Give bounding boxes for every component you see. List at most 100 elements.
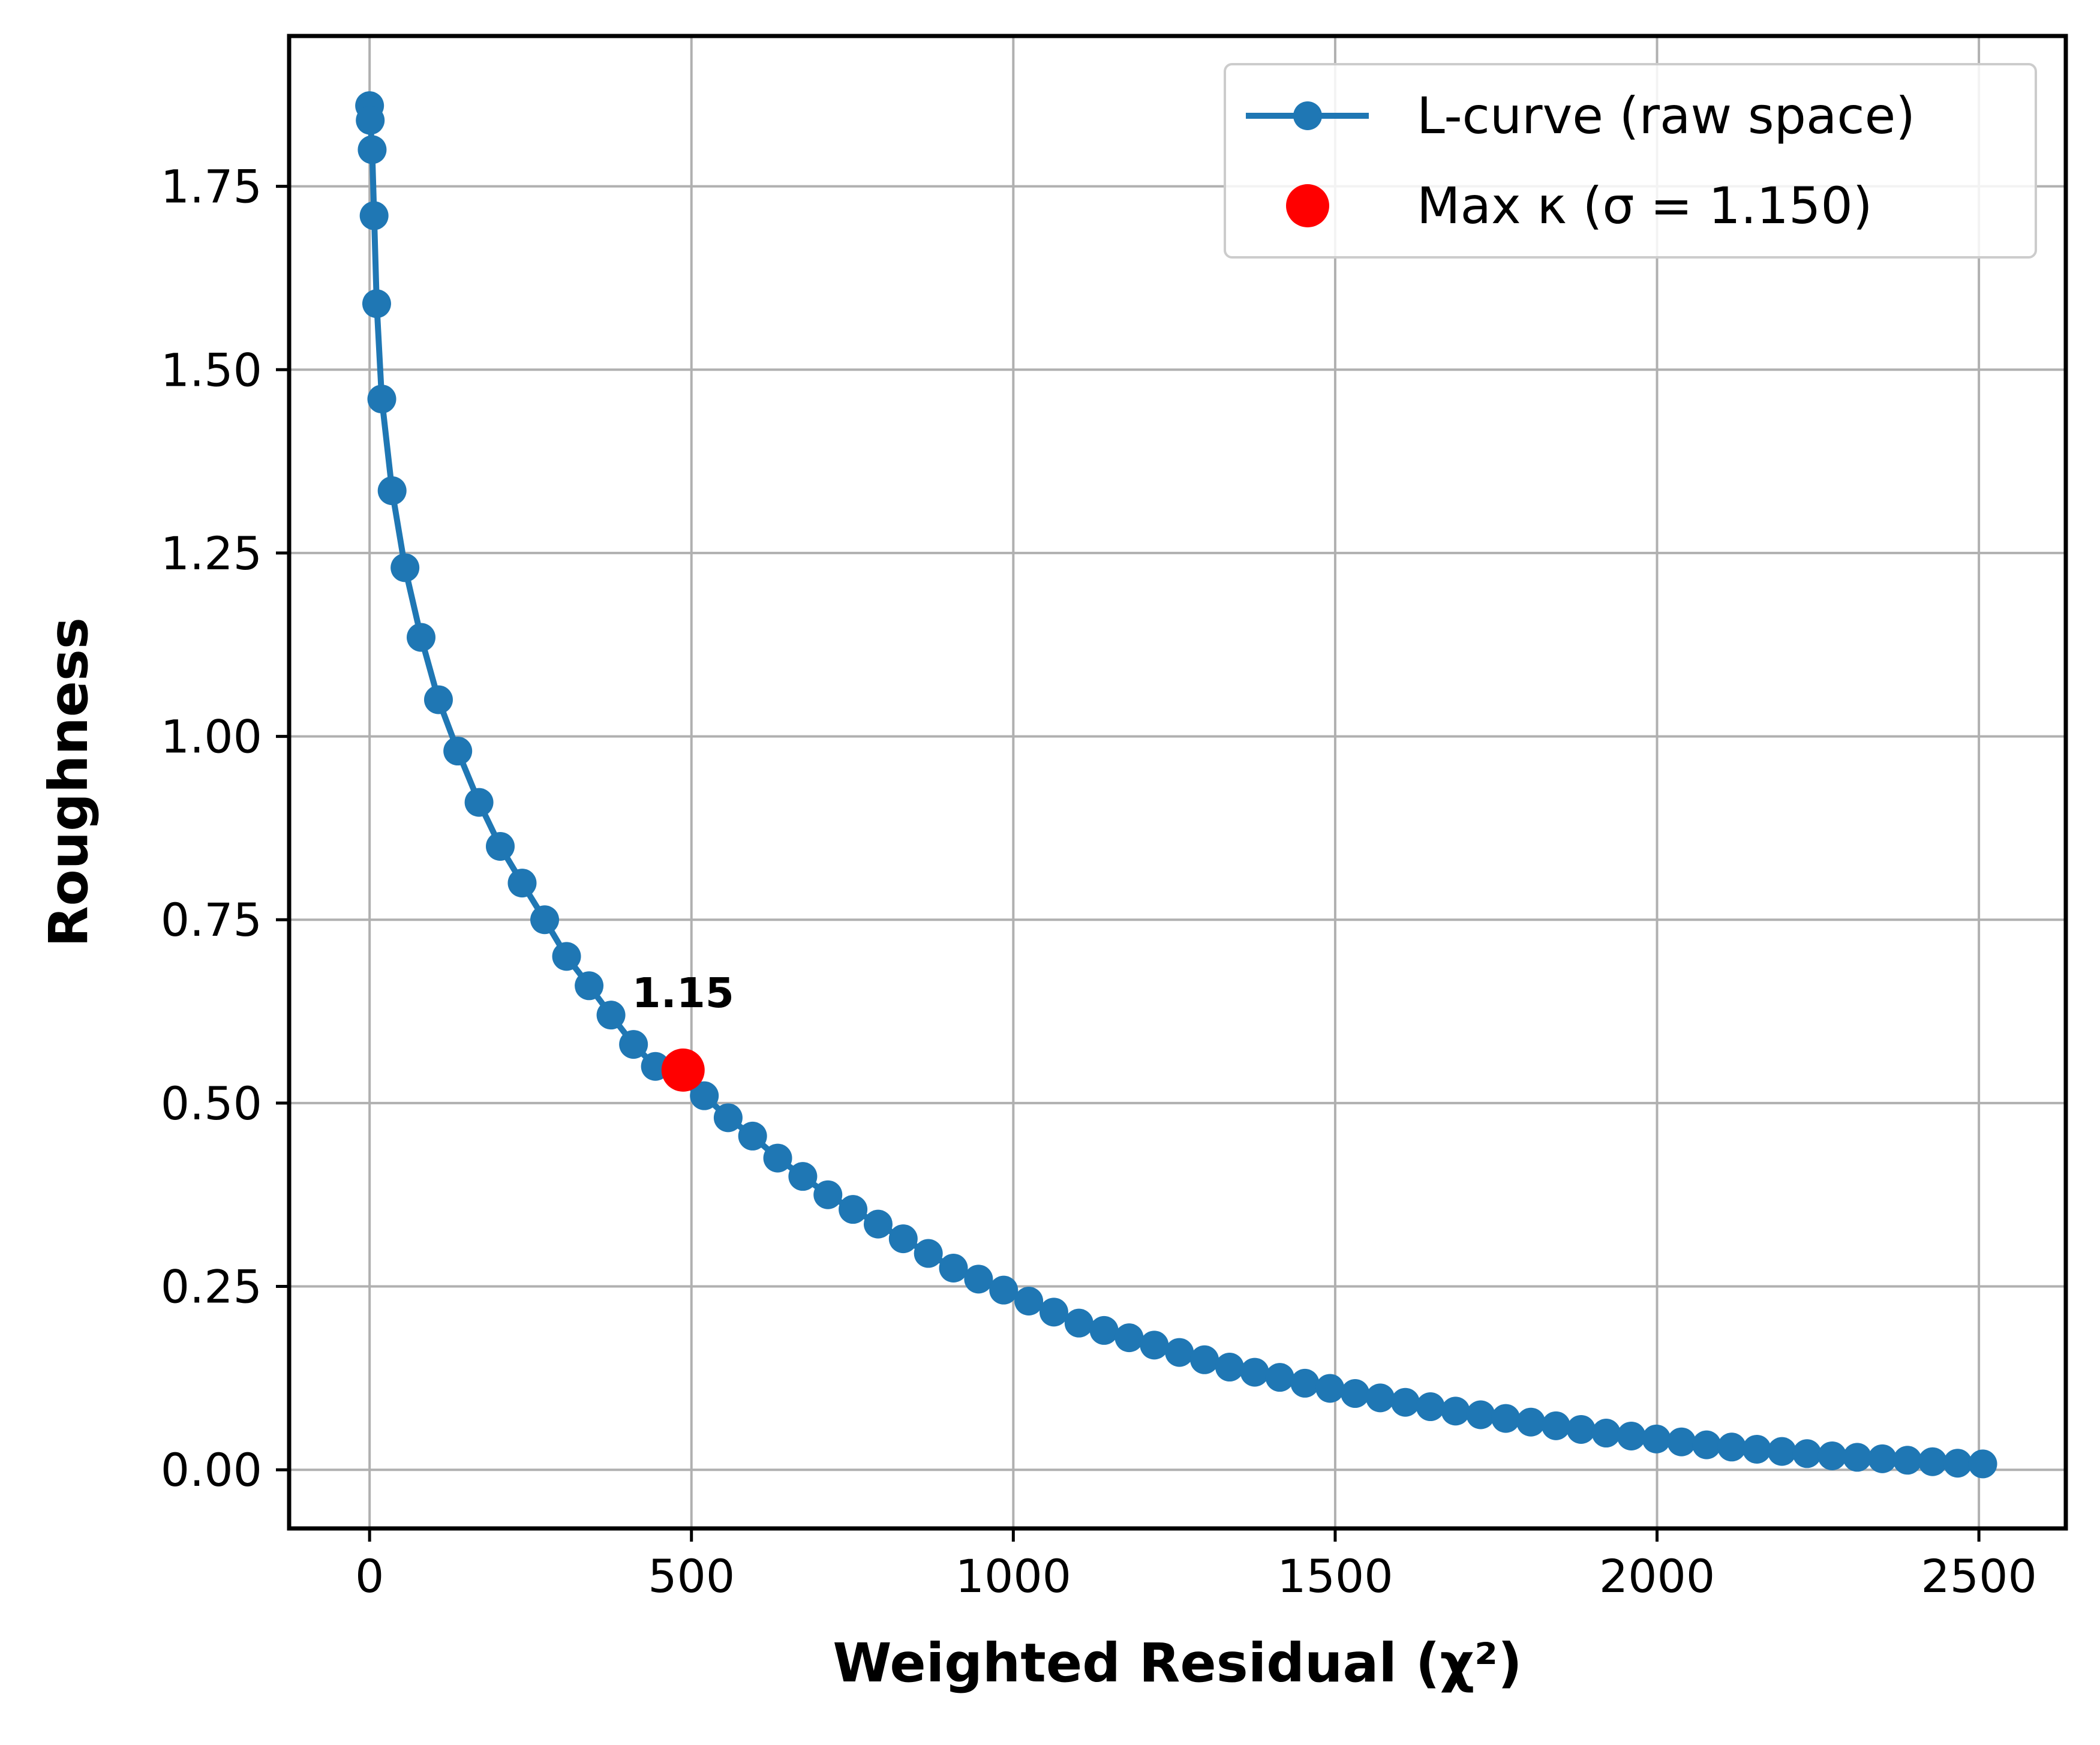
l-curve-point xyxy=(1692,1430,1722,1459)
l-curve-point xyxy=(813,1180,843,1209)
x-tick-label: 2500 xyxy=(1921,1549,2036,1603)
y-tick-label: 1.00 xyxy=(161,710,262,764)
l-curve-point xyxy=(1366,1383,1395,1413)
l-curve-point xyxy=(1441,1396,1470,1426)
x-tick-label: 500 xyxy=(648,1549,735,1603)
l-curve-point xyxy=(1843,1443,1872,1472)
max-kappa-point xyxy=(661,1048,705,1092)
y-tick-label: 0.50 xyxy=(161,1077,262,1130)
l-curve-point xyxy=(1817,1441,1847,1470)
l-curve-point xyxy=(1165,1338,1194,1367)
annotations: 1.15 xyxy=(632,969,734,1017)
l-curve-point xyxy=(367,385,396,414)
legend-label-max-kappa: Max κ (σ = 1.150) xyxy=(1417,176,1873,235)
l-curve-point xyxy=(407,623,436,652)
l-curve-point xyxy=(1114,1323,1144,1353)
l-curve-point xyxy=(1591,1419,1621,1448)
l-curve-point xyxy=(1140,1330,1169,1360)
l-curve-point xyxy=(1064,1308,1093,1338)
x-tick-label: 1500 xyxy=(1277,1549,1393,1603)
y-tick-label: 0.00 xyxy=(161,1443,262,1497)
l-curve-point xyxy=(1466,1400,1495,1429)
y-tick-label: 1.50 xyxy=(161,343,262,397)
l-curve-point xyxy=(1542,1411,1571,1440)
l-curve-point xyxy=(914,1239,943,1268)
l-curve-point xyxy=(1767,1437,1796,1466)
l-curve-point xyxy=(989,1275,1019,1305)
l-curve-point xyxy=(507,869,537,898)
l-curve-point xyxy=(1315,1374,1345,1403)
l-curve-point xyxy=(1792,1439,1822,1468)
l-curve-point xyxy=(939,1253,968,1283)
l-curve-point xyxy=(1667,1427,1696,1456)
legend: L-curve (raw space) Max κ (σ = 1.150) xyxy=(1224,63,2037,259)
l-curve-point xyxy=(1868,1444,1897,1473)
l-curve-point xyxy=(1491,1404,1521,1433)
l-curve-point xyxy=(1290,1368,1320,1398)
l-curve-point xyxy=(1516,1407,1546,1437)
l-curve-point xyxy=(486,831,515,861)
l-curve-point xyxy=(1918,1447,1947,1476)
l-curve-point xyxy=(530,905,560,935)
l-curve-point xyxy=(423,685,453,714)
l-curve-point xyxy=(738,1121,767,1151)
l-curve-point xyxy=(1892,1446,1922,1475)
x-tick-label: 2000 xyxy=(1599,1549,1715,1603)
l-curve-point xyxy=(690,1081,719,1110)
l-curve-point xyxy=(839,1195,868,1224)
l-curve-point xyxy=(359,201,389,230)
l-curve-point xyxy=(552,942,581,971)
x-axis-ticks: 0 500 1000 1500 2000 2500 xyxy=(355,1528,2037,1603)
y-tick-label: 0.25 xyxy=(161,1260,262,1314)
l-curve-point xyxy=(1341,1379,1370,1408)
l-curve-point xyxy=(357,135,387,164)
x-tick-label: 0 xyxy=(355,1549,384,1603)
l-curve-point xyxy=(1390,1387,1420,1417)
y-tick-label: 0.75 xyxy=(161,893,262,947)
max-kappa-annotation: 1.15 xyxy=(632,969,734,1017)
legend-label-lcurve: L-curve (raw space) xyxy=(1417,86,1915,145)
l-curve-point xyxy=(1742,1434,1771,1464)
l-curve-point xyxy=(443,737,473,766)
x-tick-label: 1000 xyxy=(956,1549,1071,1603)
l-curve-point xyxy=(1240,1357,1269,1387)
l-curve-point xyxy=(1416,1392,1445,1422)
l-curve-point xyxy=(863,1209,893,1239)
l-curve-point xyxy=(356,106,385,135)
l-curve-point xyxy=(464,788,494,817)
l-curve-point xyxy=(619,1030,648,1059)
l-curve-point xyxy=(1089,1315,1119,1345)
l-curve-point xyxy=(377,476,407,506)
l-curve-point xyxy=(888,1224,918,1254)
legend-box xyxy=(1224,63,2037,259)
axes-frame xyxy=(287,34,2068,1531)
l-curve-point xyxy=(575,971,604,1001)
x-axis-label: Weighted Residual (χ²) xyxy=(833,1632,1522,1694)
legend-line-marker xyxy=(1293,101,1322,130)
l-curve-point xyxy=(1717,1432,1747,1462)
y-tick-label: 1.25 xyxy=(161,527,262,580)
l-curve-point xyxy=(390,553,420,582)
l-curve-point xyxy=(1190,1345,1219,1374)
l-curve-point xyxy=(596,1001,626,1030)
l-curve-point xyxy=(713,1103,743,1133)
l-curve-point xyxy=(1943,1449,1972,1478)
l-curve-point xyxy=(1642,1424,1671,1453)
y-axis-label: Roughness xyxy=(37,617,100,947)
l-curve-point xyxy=(1566,1414,1596,1444)
l-curve-point xyxy=(964,1265,993,1294)
l-curve-point xyxy=(1968,1449,1997,1479)
l-curve-point xyxy=(1014,1286,1044,1315)
plot-area: 1.15 xyxy=(355,91,1997,1479)
y-axis-ticks: 0.00 0.25 0.50 0.75 1.00 1.25 1.50 1.75 xyxy=(161,160,289,1497)
l-curve-point xyxy=(1265,1363,1294,1392)
l-curve-point xyxy=(788,1162,818,1191)
l-curve-point xyxy=(763,1143,792,1173)
l-curve-point xyxy=(1039,1298,1068,1327)
y-tick-label: 1.75 xyxy=(161,160,262,214)
l-curve-point xyxy=(362,289,391,319)
l-curve-point xyxy=(1215,1353,1244,1382)
l-curve-points xyxy=(355,91,1997,1479)
